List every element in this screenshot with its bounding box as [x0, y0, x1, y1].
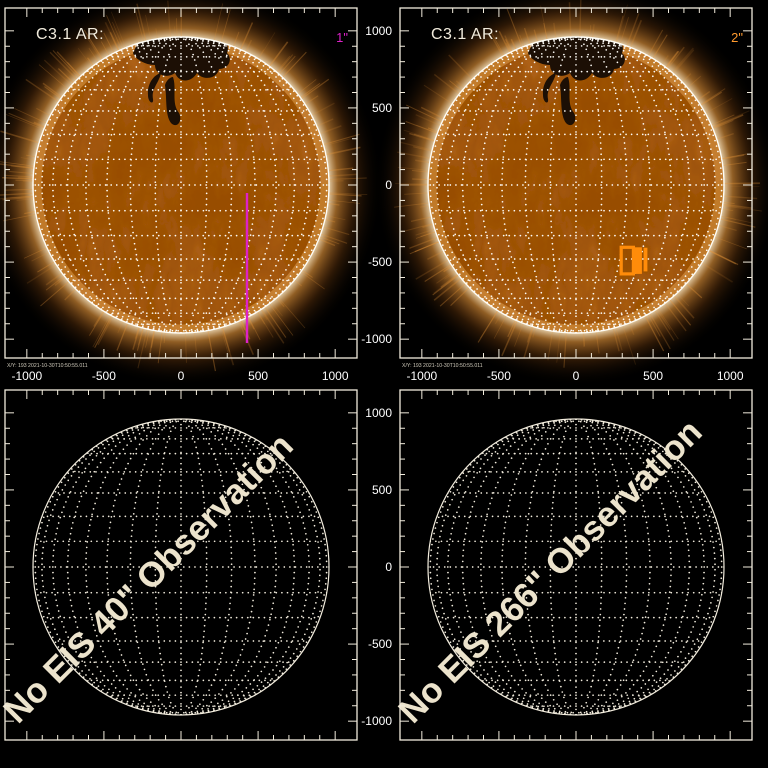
svg-text:-1000: -1000: [361, 332, 392, 346]
svg-text:1": 1": [336, 30, 348, 45]
svg-text:500: 500: [372, 101, 392, 115]
svg-text:-1000: -1000: [406, 369, 437, 383]
svg-text:1000: 1000: [322, 369, 349, 383]
svg-text:-1000: -1000: [11, 369, 42, 383]
svg-text:0: 0: [573, 369, 580, 383]
svg-text:500: 500: [643, 369, 663, 383]
svg-text:C3.1 AR:: C3.1 AR:: [431, 26, 499, 43]
svg-text:C3.1 AR:: C3.1 AR:: [36, 26, 104, 43]
svg-text:0: 0: [178, 369, 185, 383]
svg-text:-500: -500: [368, 255, 392, 269]
svg-text:1000: 1000: [717, 369, 744, 383]
svg-text:X/Y: 193 2021-10-30T10:50:55: X/Y: 193 2021-10-30T10:50:55.011: [7, 363, 88, 369]
svg-text:500: 500: [248, 369, 268, 383]
svg-text:-500: -500: [92, 369, 116, 383]
svg-text:-500: -500: [487, 369, 511, 383]
svg-text:0: 0: [385, 178, 392, 192]
svg-text:2": 2": [731, 30, 743, 45]
svg-text:1000: 1000: [365, 24, 392, 38]
svg-text:X/Y: 193 2021-10-30T10:50:55: X/Y: 193 2021-10-30T10:50:55.011: [402, 363, 483, 369]
